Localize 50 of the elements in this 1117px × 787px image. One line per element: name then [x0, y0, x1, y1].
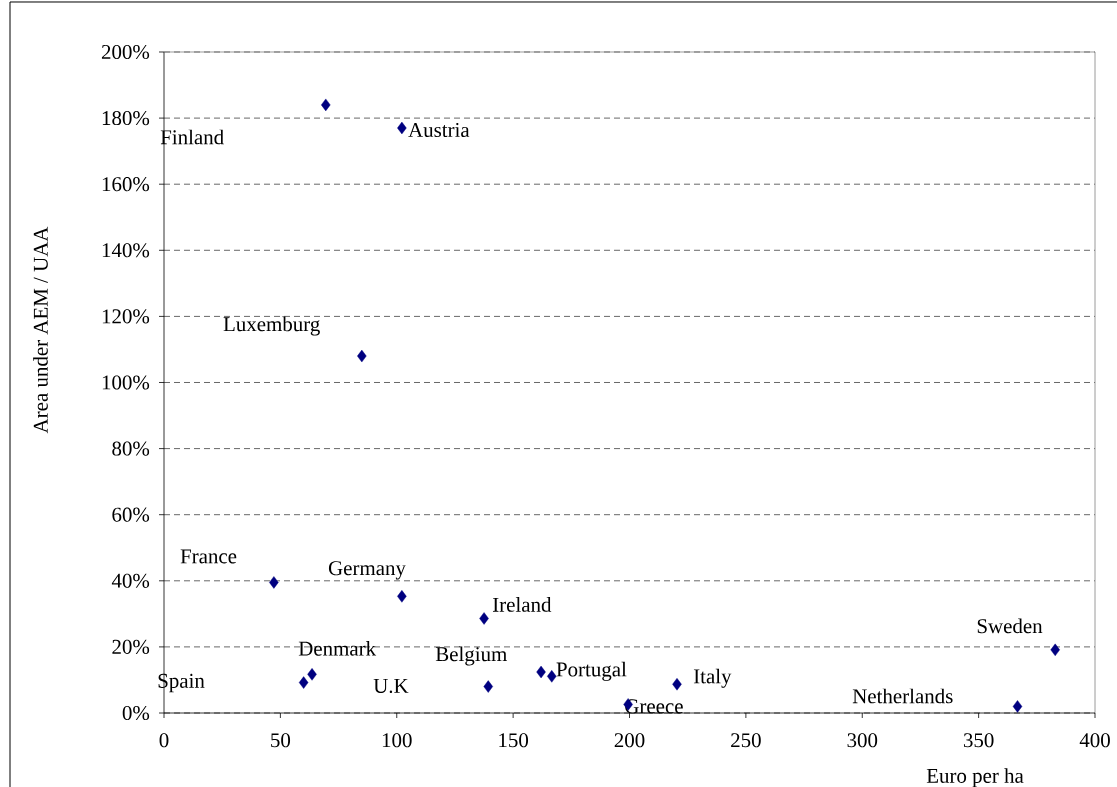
point	[397, 590, 407, 603]
annotation: Denmark	[298, 640, 377, 656]
point	[672, 678, 682, 691]
annotation: Austria	[408, 122, 470, 138]
point	[547, 670, 557, 683]
annotation: Finland	[160, 129, 224, 145]
annotation: U.K	[373, 679, 409, 693]
x-tick-label: 50	[271, 733, 291, 748]
annotation: Sweden	[977, 618, 1043, 634]
point	[298, 676, 309, 689]
x-tick-label: 300	[847, 733, 878, 748]
point	[483, 680, 493, 693]
y-tick-label: 140%	[102, 243, 150, 258]
point	[1012, 700, 1023, 713]
y-tick-label: 200%	[101, 44, 150, 60]
y-tick-label: 60%	[112, 507, 150, 522]
annotation: Belgium	[435, 646, 508, 666]
annotation: Germany	[328, 561, 406, 580]
point	[479, 612, 489, 625]
y-tick-label: 180%	[102, 111, 150, 126]
point	[536, 665, 546, 679]
annotation: Spain	[158, 673, 205, 693]
x-tick-label: 0	[159, 733, 169, 748]
x-tick-label: 150	[499, 733, 529, 748]
point	[269, 576, 279, 589]
y-tick-label: 40%	[111, 573, 150, 588]
annotation: Italy	[693, 668, 732, 688]
annotation: Portugal	[556, 661, 627, 681]
y-tick-label: 160%	[102, 177, 150, 192]
y-tick-label: 100%	[102, 375, 150, 390]
annotation: Netherlands	[852, 688, 953, 704]
x-axis-title: Euro per ha	[926, 768, 1024, 787]
x-tick-label: 200	[614, 733, 645, 748]
x-tick-label: 400	[1079, 733, 1110, 748]
y-tick-label: 120%	[102, 309, 150, 324]
point	[1050, 643, 1060, 657]
y-tick-label: 0%	[122, 705, 150, 721]
point	[307, 668, 317, 681]
y-tick-label: 20%	[112, 639, 150, 654]
y-tick-label: 80%	[112, 441, 150, 456]
x-tick-label: 100	[382, 733, 412, 748]
annotation: France	[180, 549, 237, 564]
y-axis-title: Area under AEM / UAA	[33, 226, 48, 434]
annotation: Ireland	[492, 597, 552, 612]
x-tick-label: 250	[731, 733, 761, 748]
point	[357, 349, 367, 363]
x-tick-label: 350	[963, 733, 994, 748]
annotation: Luxemburg	[223, 316, 320, 336]
point	[397, 121, 407, 135]
point	[321, 98, 331, 112]
